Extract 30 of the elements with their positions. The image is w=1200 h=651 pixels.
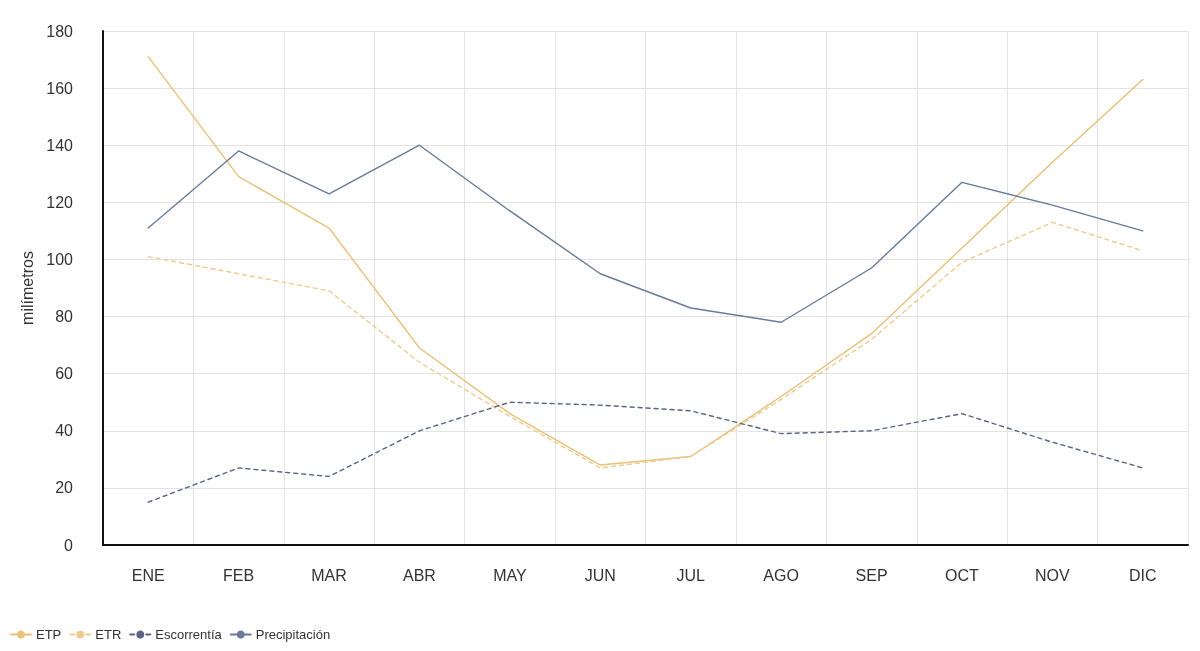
y-tick-label: 40 bbox=[55, 422, 74, 440]
x-tick-label: JUL bbox=[676, 566, 706, 584]
x-tick-label: ABR bbox=[403, 566, 436, 584]
y-tick-label: 160 bbox=[46, 79, 74, 97]
y-axis-title: milímetros bbox=[18, 251, 36, 325]
y-tick-label: 140 bbox=[46, 136, 74, 154]
x-tick-label: MAR bbox=[311, 566, 347, 584]
legend-label: Precipitación bbox=[255, 627, 331, 642]
y-tick-label: 180 bbox=[46, 22, 74, 40]
y-tick-label: 100 bbox=[46, 250, 74, 268]
x-tick-label: NOV bbox=[1035, 566, 1071, 584]
x-tick-label: OCT bbox=[945, 566, 980, 584]
line-series bbox=[147, 144, 1144, 323]
legend-label: ETP bbox=[36, 627, 62, 642]
x-tick-label: JUN bbox=[584, 566, 616, 584]
legend-label: Escorrentía bbox=[155, 627, 223, 642]
x-tick-label: DIC bbox=[1129, 566, 1157, 584]
x-tick-label: MAY bbox=[493, 566, 527, 584]
legend-label: ETR bbox=[95, 627, 122, 642]
x-tick-label: SEP bbox=[855, 566, 888, 584]
y-tick-label: 20 bbox=[55, 479, 74, 497]
y-tick-label: 120 bbox=[46, 193, 74, 211]
y-tick-label: 0 bbox=[64, 536, 74, 554]
y-tick-label: 80 bbox=[55, 308, 74, 326]
x-tick-label: FEB bbox=[223, 566, 255, 584]
x-tick-label: AGO bbox=[763, 566, 799, 584]
line-series bbox=[147, 401, 1144, 503]
x-tick-label: ENE bbox=[131, 566, 165, 584]
line-series bbox=[147, 56, 1144, 466]
y-tick-label: 60 bbox=[55, 365, 74, 383]
